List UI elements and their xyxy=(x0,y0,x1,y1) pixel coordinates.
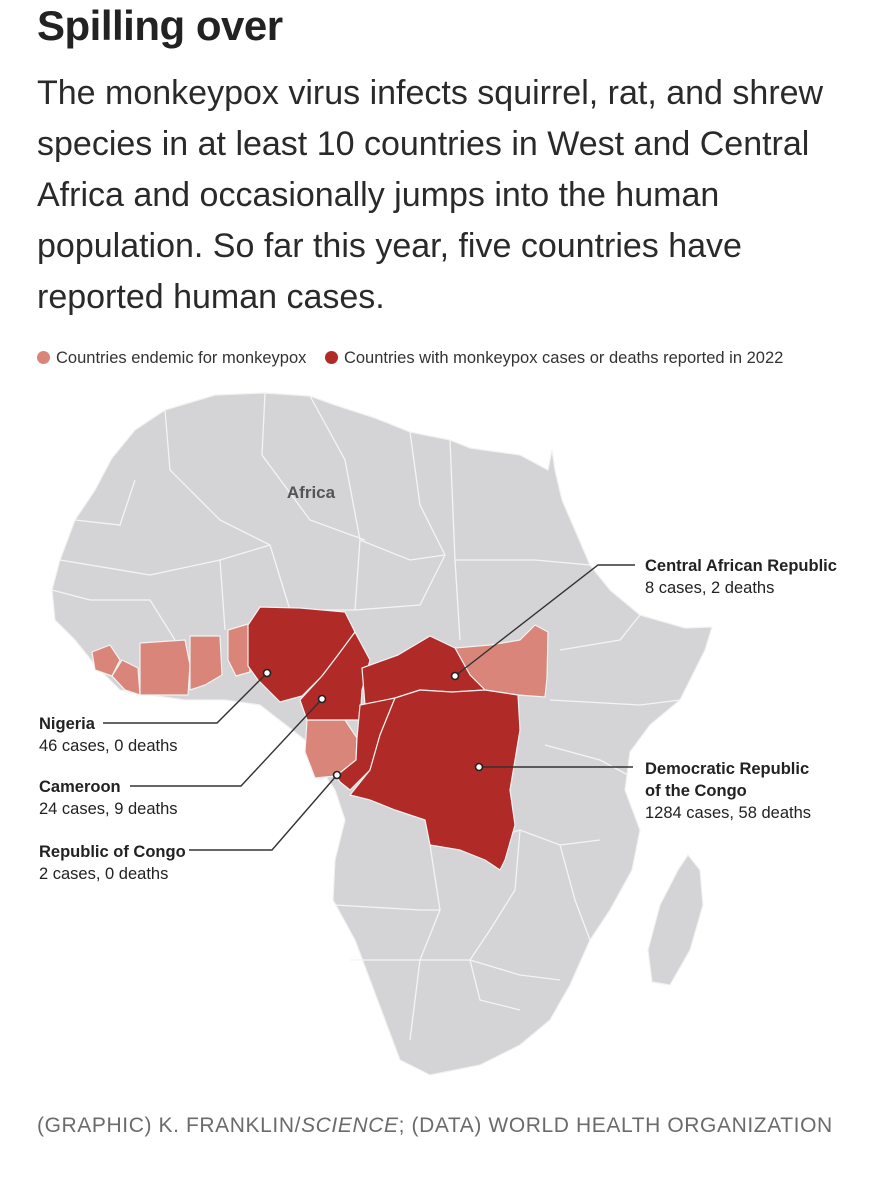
leader-dot-nigeria xyxy=(262,668,272,678)
leader-line-congo xyxy=(189,774,338,851)
leader-line-cameroon xyxy=(130,698,323,787)
country-cote-divoire xyxy=(139,639,191,696)
map-label-africa: Africa xyxy=(287,483,336,502)
callout-republic-of-congo: Republic of Congo 2 cases, 0 deaths xyxy=(39,841,186,885)
legend-item-endemic: Countries endemic for monkeypox xyxy=(37,349,306,368)
callout-nigeria: Nigeria 46 cases, 0 deaths xyxy=(39,713,178,757)
chart-title: Spilling over xyxy=(37,2,283,49)
callout-cameroon: Cameroon 24 cases, 9 deaths xyxy=(39,776,178,820)
legend-swatch-reported xyxy=(324,351,338,365)
legend-label-endemic: Countries endemic for monkeypox xyxy=(56,349,307,368)
callout-nigeria-detail: 46 cases, 0 deaths xyxy=(39,737,178,755)
madagascar xyxy=(647,854,704,986)
leader-line-car xyxy=(454,564,635,677)
callout-congo-detail: 2 cases, 0 deaths xyxy=(39,865,169,883)
leader-dot-drc xyxy=(474,762,484,772)
callout-central-african-republic: Central African Republic 8 cases, 2 deat… xyxy=(645,555,837,599)
legend-item-reported: Countries with monkeypox cases or deaths… xyxy=(324,349,784,368)
africa-map: Africa xyxy=(51,392,713,1076)
country-drc xyxy=(349,689,521,871)
callout-nigeria-name: Nigeria xyxy=(39,715,95,733)
country-borders xyxy=(51,392,681,1041)
country-liberia xyxy=(111,659,141,696)
reported-countries xyxy=(247,606,521,871)
chart-subtitle: The monkeypox virus infects squirrel, ra… xyxy=(37,74,824,316)
leader-dot-cameroon xyxy=(317,694,327,704)
leader-dot-congo xyxy=(332,770,342,780)
leader-dot-car xyxy=(450,671,460,681)
callout-congo-name: Republic of Congo xyxy=(39,843,186,861)
credit-data: ; (DATA) WORLD HEALTH ORGANIZATION xyxy=(398,1114,833,1137)
callout-drc-name-line1: Democratic Republic xyxy=(645,760,810,778)
callout-cameroon-name: Cameroon xyxy=(39,778,121,796)
source-credit: (GRAPHIC) K. FRANKLIN/SCIENCE; (DATA) WO… xyxy=(37,1102,837,1150)
legend-swatch-endemic xyxy=(37,351,50,365)
country-sierra-leone xyxy=(91,644,121,677)
country-ghana xyxy=(189,635,223,691)
callout-drc-detail: 1284 cases, 58 deaths xyxy=(645,804,812,822)
legend: Countries endemic for monkeypox Countrie… xyxy=(37,349,867,373)
legend-label-reported: Countries with monkeypox cases or deaths… xyxy=(343,349,784,368)
leader-line-nigeria xyxy=(103,672,268,724)
callout-car-detail: 8 cases, 2 deaths xyxy=(645,579,775,597)
callout-drc-name-line2: of the Congo xyxy=(645,782,747,800)
endemic-countries xyxy=(91,623,549,779)
leader-dots xyxy=(262,668,484,780)
credit-publication: SCIENCE xyxy=(301,1114,399,1137)
callout-cameroon-detail: 24 cases, 9 deaths xyxy=(39,800,178,818)
callout-car-name: Central African Republic xyxy=(645,557,837,575)
callout-drc: Democratic Republic of the Congo 1284 ca… xyxy=(645,758,811,824)
country-benin-togo xyxy=(227,623,251,677)
credit-graphic: (GRAPHIC) K. FRANKLIN/ xyxy=(37,1114,302,1137)
leader-lines xyxy=(103,564,635,851)
